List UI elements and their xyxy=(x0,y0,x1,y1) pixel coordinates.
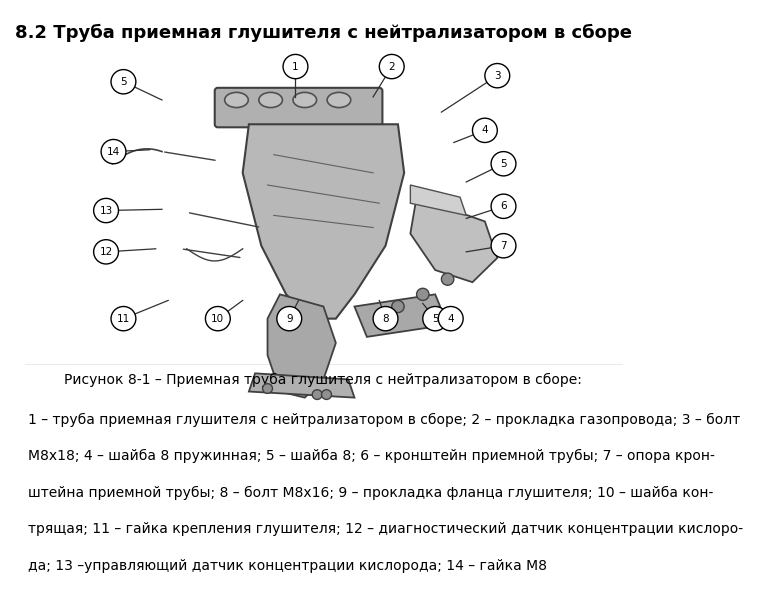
Circle shape xyxy=(438,306,463,331)
Polygon shape xyxy=(243,124,404,319)
Text: 10: 10 xyxy=(211,314,224,324)
FancyBboxPatch shape xyxy=(215,88,383,128)
Text: 3: 3 xyxy=(494,70,501,81)
Polygon shape xyxy=(267,294,336,398)
Ellipse shape xyxy=(293,93,316,107)
Circle shape xyxy=(277,306,302,331)
Circle shape xyxy=(206,306,230,331)
Circle shape xyxy=(322,390,332,400)
Circle shape xyxy=(94,240,119,264)
Text: М8х18; 4 – шайба 8 пружинная; 5 – шайба 8; 6 – кронштейн приемной трубы; 7 – опо: М8х18; 4 – шайба 8 пружинная; 5 – шайба … xyxy=(28,449,715,463)
Circle shape xyxy=(373,306,398,331)
Text: 13: 13 xyxy=(99,205,112,216)
Polygon shape xyxy=(354,294,447,337)
Text: 11: 11 xyxy=(117,314,130,324)
Circle shape xyxy=(94,199,119,223)
Circle shape xyxy=(392,300,404,313)
Polygon shape xyxy=(249,373,354,398)
Text: 1: 1 xyxy=(292,61,299,72)
Text: 8: 8 xyxy=(382,314,389,324)
Circle shape xyxy=(417,288,429,300)
Circle shape xyxy=(485,64,510,88)
Polygon shape xyxy=(410,185,467,215)
Text: штейна приемной трубы; 8 – болт М8х16; 9 – прокладка фланца глушителя; 10 – шайб: штейна приемной трубы; 8 – болт М8х16; 9… xyxy=(28,485,714,500)
Circle shape xyxy=(380,55,404,78)
Text: трящая; 11 – гайка крепления глушителя; 12 – диагностический датчик концентрации: трящая; 11 – гайка крепления глушителя; … xyxy=(28,522,744,536)
Text: 4: 4 xyxy=(447,314,454,324)
Text: Рисунок 8-1 – Приемная труба глушителя с нейтрализатором в сборе:: Рисунок 8-1 – Приемная труба глушителя с… xyxy=(65,373,582,387)
Circle shape xyxy=(111,306,136,331)
Circle shape xyxy=(491,194,516,218)
Text: 12: 12 xyxy=(99,247,112,257)
Text: 6: 6 xyxy=(500,201,507,211)
Ellipse shape xyxy=(327,93,351,107)
Circle shape xyxy=(423,306,447,331)
Text: 5: 5 xyxy=(120,77,127,87)
Circle shape xyxy=(313,390,322,400)
Text: 5: 5 xyxy=(432,314,438,324)
Text: 2: 2 xyxy=(388,61,395,72)
Circle shape xyxy=(473,118,497,142)
Text: 9: 9 xyxy=(286,314,293,324)
Text: 1 – труба приемная глушителя с нейтрализатором в сборе; 2 – прокладка газопровод: 1 – труба приемная глушителя с нейтрализ… xyxy=(28,413,741,427)
Polygon shape xyxy=(410,197,497,282)
Circle shape xyxy=(101,139,126,164)
Text: 8.2 Труба приемная глушителя с нейтрализатором в сборе: 8.2 Труба приемная глушителя с нейтрализ… xyxy=(15,24,632,42)
Circle shape xyxy=(111,70,136,94)
Circle shape xyxy=(441,273,454,285)
Circle shape xyxy=(491,151,516,176)
Text: да; 13 –управляющий датчик концентрации кислорода; 14 – гайка М8: да; 13 –управляющий датчик концентрации … xyxy=(28,558,547,573)
Text: 14: 14 xyxy=(107,147,120,156)
Ellipse shape xyxy=(259,93,283,107)
Text: 4: 4 xyxy=(481,125,488,135)
Circle shape xyxy=(491,234,516,258)
Text: 5: 5 xyxy=(500,159,507,169)
Text: 7: 7 xyxy=(500,241,507,251)
Circle shape xyxy=(283,55,308,78)
Circle shape xyxy=(263,384,273,394)
Ellipse shape xyxy=(225,93,248,107)
